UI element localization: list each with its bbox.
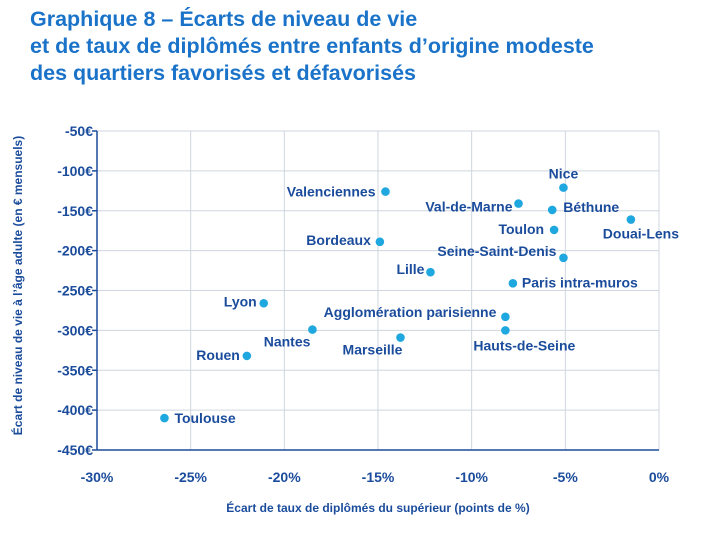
x-tick-label: -30%	[81, 469, 114, 485]
data-point	[626, 215, 636, 224]
x-tick-label: 0%	[649, 469, 670, 485]
y-tick-label: -400€	[57, 402, 93, 418]
chart-title: Graphique 8 – Écarts de niveau de vie et…	[30, 6, 594, 87]
data-point	[559, 253, 568, 263]
y-tick-label: -100€	[57, 163, 93, 179]
data-point-label: Bordeaux	[306, 232, 371, 248]
data-point-label: Marseille	[343, 342, 403, 358]
x-axis-label: Écart de taux de diplômés du supérieur (…	[226, 500, 529, 515]
data-point-label: Valenciennes	[287, 184, 376, 200]
data-point-label: Toulouse	[174, 410, 235, 426]
data-point	[547, 205, 557, 215]
data-point-label: Hauts-de-Seine	[473, 337, 575, 353]
chart-title-line-3: des quartiers favorisés et défavorisés	[30, 61, 416, 85]
chart-title-line-2: et de taux de diplômés entre enfants d’o…	[30, 34, 594, 58]
data-point	[259, 298, 269, 308]
grid-lines	[97, 130, 660, 450]
y-tick-label: -250€	[57, 283, 93, 299]
data-point-label: Nantes	[264, 334, 311, 350]
data-point	[514, 199, 523, 208]
data-point	[396, 333, 405, 342]
data-point-label: Lyon	[224, 293, 257, 309]
y-tick-label: -300€	[57, 322, 93, 338]
y-tick-label: -350€	[57, 362, 93, 378]
x-tick-label: -20%	[268, 469, 301, 485]
data-point	[242, 351, 252, 361]
data-point-label: Rouen	[196, 347, 240, 363]
x-tick-label: -15%	[362, 469, 395, 485]
y-tick-label: -50€	[65, 123, 93, 139]
data-point	[160, 413, 169, 423]
data-point-label: Val-de-Marne	[425, 199, 512, 215]
data-point	[501, 312, 510, 322]
x-tick-label: -10%	[455, 469, 488, 485]
data-point-label: Béthune	[563, 199, 619, 215]
data-point-label: Toulon	[498, 221, 544, 237]
data-point	[508, 279, 518, 288]
y-tick-label: -450€	[57, 442, 93, 458]
data-point	[549, 225, 559, 235]
data-points: Nice Valenciennes Val-de-Marne Béthune Douai…	[160, 166, 679, 426]
data-point	[426, 267, 435, 277]
data-point-label: Nice	[549, 166, 579, 182]
y-tick-label: -200€	[57, 243, 93, 259]
data-point-label: Paris intra-muros	[522, 274, 638, 290]
data-point	[375, 237, 385, 247]
data-point	[381, 187, 390, 196]
data-point-label: Seine-Saint-Denis	[437, 243, 556, 259]
data-point	[308, 325, 317, 334]
y-tick-labels: -50€ -100€ -150€ -200€ -250€ -300€ -350€ -400€ -…	[57, 123, 97, 458]
x-tick-labels: -30% -25% -20% -15% -10% -5% 0%	[81, 469, 670, 485]
y-tick-label: -150€	[57, 203, 93, 219]
y-axis-label: Écart de niveau de vie à l’âge adulte (e…	[10, 136, 25, 435]
x-tick-label: -25%	[174, 469, 207, 485]
x-tick-label: -5%	[553, 469, 578, 485]
data-point	[501, 326, 510, 335]
data-point	[559, 183, 568, 192]
data-point-label: Lille	[396, 261, 424, 277]
data-point-label: Douai-Lens	[603, 226, 679, 242]
data-point-label: Agglomération parisienne	[324, 304, 497, 320]
chart-title-line-1: Graphique 8 – Écarts de niveau de vie	[30, 7, 418, 31]
